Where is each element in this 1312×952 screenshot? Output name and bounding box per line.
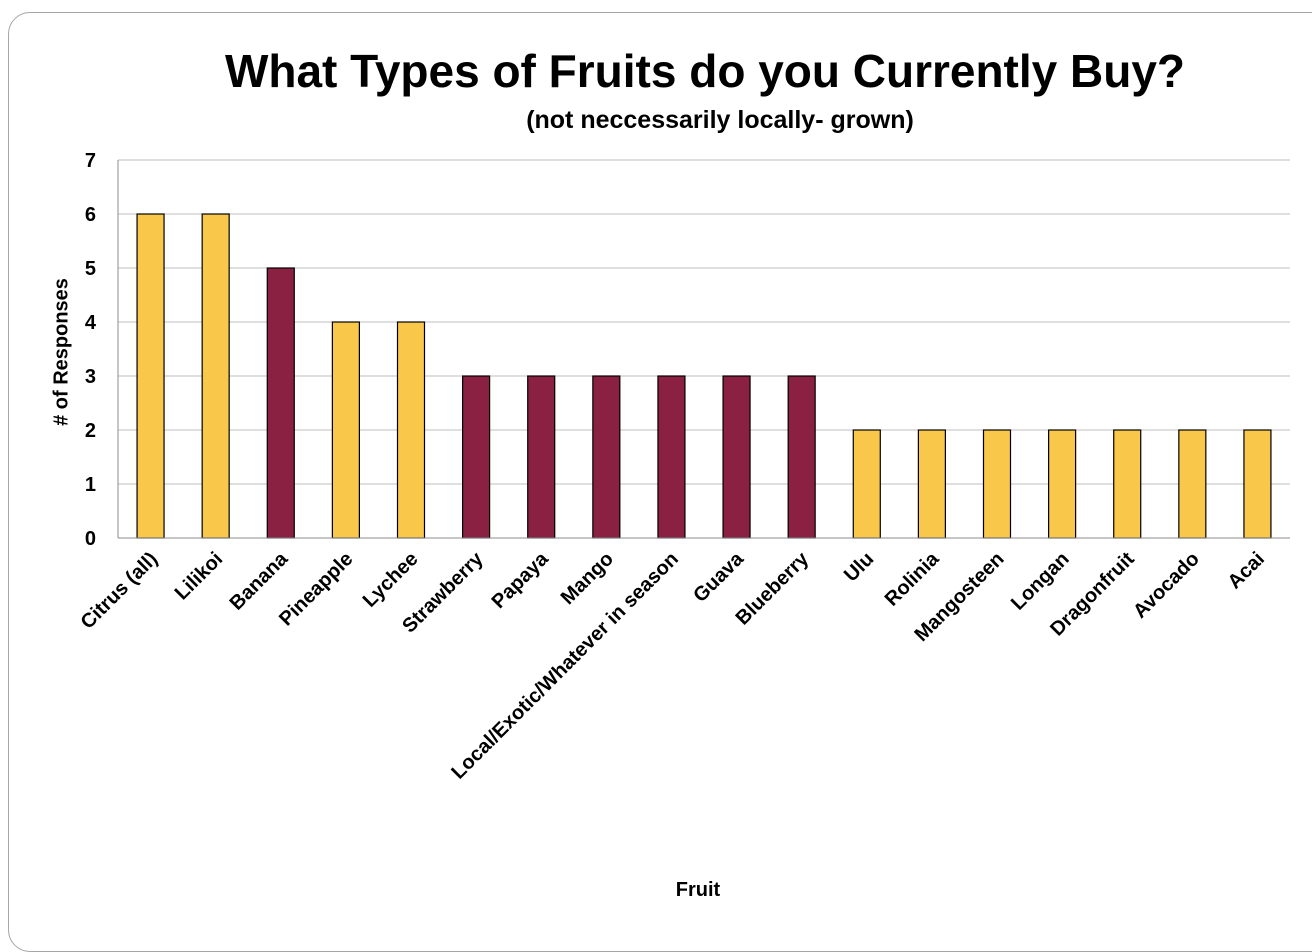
y-tick-label: 3 bbox=[85, 366, 96, 388]
x-tick-label: Local/Exotic/Whatever in season bbox=[447, 548, 683, 784]
chart-subtitle: (not neccessarily locally- grown) bbox=[526, 106, 914, 134]
x-tick-label: Mango bbox=[557, 548, 618, 609]
axes bbox=[117, 160, 1290, 539]
bar-lilikoi bbox=[201, 213, 230, 539]
bar-mangosteen bbox=[982, 429, 1012, 539]
bar-mango bbox=[592, 375, 621, 539]
x-tick-label: Banana bbox=[226, 547, 293, 614]
y-tick-label: 5 bbox=[85, 258, 96, 280]
y-tick-label: 6 bbox=[85, 204, 96, 226]
x-tick-label: Papaya bbox=[488, 547, 554, 613]
y-tick-labels: 0 1 2 3 4 5 6 7 bbox=[85, 150, 97, 550]
x-tick-label: Lilikoi bbox=[171, 548, 227, 604]
bar-pineapple bbox=[331, 321, 360, 539]
gridlines bbox=[118, 159, 1290, 485]
bar-avocado bbox=[1178, 429, 1207, 539]
bar-strawberry bbox=[462, 375, 491, 539]
x-tick-label: Ulu bbox=[840, 548, 878, 586]
bar-dragonfruit bbox=[1113, 429, 1142, 539]
x-tick-label: Citrus (all) bbox=[77, 548, 162, 633]
bar-papaya bbox=[527, 375, 556, 539]
y-tick-label: 4 bbox=[85, 312, 97, 334]
bar-local-exotic-whatever-in-season bbox=[657, 375, 686, 539]
x-tick-label: Acai bbox=[1224, 548, 1269, 593]
bar-longan bbox=[1048, 429, 1077, 539]
bar-acai bbox=[1243, 429, 1272, 539]
y-tick-label: 0 bbox=[85, 528, 96, 550]
chart-title: What Types of Fruits do you Currently Bu… bbox=[224, 45, 1186, 97]
y-tick-label: 7 bbox=[85, 150, 96, 172]
bar-citrus-all bbox=[136, 213, 165, 539]
bars bbox=[136, 213, 1272, 539]
bar-guava bbox=[722, 375, 751, 539]
bar-rolinia bbox=[917, 429, 946, 539]
bar-chart: 0 1 2 3 4 5 6 7 Citrus (all) LilikoiBananaPineap… bbox=[77, 150, 1290, 784]
bar-ulu bbox=[852, 429, 881, 539]
x-tick-label: Guava bbox=[689, 547, 748, 606]
x-axis-title: Fruit bbox=[675, 879, 721, 901]
bar-lychee bbox=[396, 321, 426, 539]
bar-blueberry bbox=[787, 375, 816, 539]
y-tick-label: 1 bbox=[85, 474, 96, 496]
bar-banana bbox=[266, 267, 295, 539]
x-tick-label: Longan bbox=[1007, 548, 1074, 615]
y-tick-label: 2 bbox=[85, 420, 96, 442]
x-tick-label: Avocado bbox=[1129, 548, 1204, 623]
x-tick-label: Lychee bbox=[359, 548, 423, 612]
x-tick-label: Rolinia bbox=[881, 547, 944, 610]
